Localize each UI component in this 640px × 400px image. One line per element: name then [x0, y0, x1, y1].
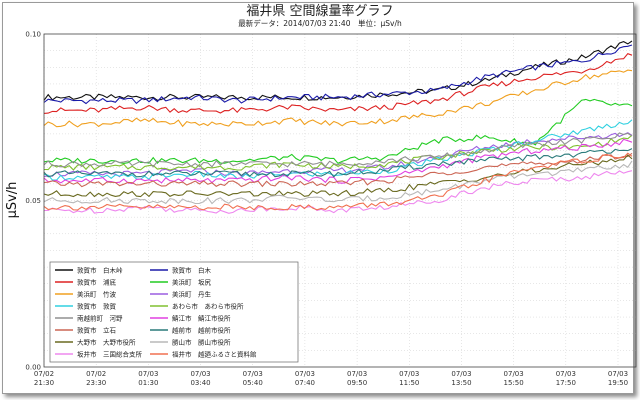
series-line [43, 53, 633, 114]
series-line [43, 134, 633, 171]
y-axis-label: μSv/h [5, 182, 20, 219]
plot-border [43, 33, 637, 368]
legend-entry: 勝山市 勝山市役所 [172, 338, 231, 347]
legend-entry: あわら市 あわら市役所 [172, 302, 244, 311]
legend-entry: 敦賀市 白木 [172, 266, 212, 275]
x-tick-time: 23:30 [86, 379, 106, 387]
legend-entry: 美浜町 竹波 [77, 290, 117, 299]
legend-entry: 坂井市 三国総合支所 [77, 350, 143, 359]
legend-entry: 敦賀市 白木峠 [77, 266, 123, 275]
x-tick-date: 07/03 [504, 370, 524, 378]
x-tick-date: 07/03 [243, 370, 263, 378]
x-tick-time: 17:50 [556, 379, 576, 387]
series-line [43, 138, 633, 185]
legend-entry: 大野市 大野市役所 [77, 338, 136, 347]
legend-entry: 福井市 越廼ふるさと資料館 [172, 350, 257, 359]
y-tick-label: 0.05 [25, 197, 41, 205]
series-line [43, 98, 633, 164]
series-line [43, 160, 633, 205]
series-line [43, 132, 633, 168]
x-tick-time: 07:40 [295, 379, 315, 387]
x-tick-date: 07/03 [190, 370, 210, 378]
legend-entry: 敦賀市 敦賀 [77, 302, 117, 311]
x-tick-time: 01:30 [138, 379, 158, 387]
legend-entry: 美浜町 坂尻 [172, 278, 212, 287]
x-tick-date: 07/03 [138, 370, 158, 378]
legend-entry: 越前市 越前市役所 [172, 326, 231, 335]
axis-ticks: 0.000.050.1007/0221:3007/0223:3007/0301:… [25, 31, 628, 388]
legend-entry: 美浜町 丹生 [172, 290, 212, 299]
series-line [43, 152, 633, 211]
chart-subtitle: 最新データ：2014/07/03 21:40 単位：μSv/h [238, 18, 402, 28]
series-line [43, 40, 633, 101]
legend-entry: 鯖江市 鯖江市役所 [172, 314, 231, 323]
y-tick-label: 0.00 [25, 364, 41, 372]
x-tick-date: 07/03 [399, 370, 419, 378]
series-line [43, 44, 633, 105]
x-tick-date: 07/03 [295, 370, 315, 378]
x-tick-date: 07/02 [34, 370, 54, 378]
x-tick-date: 07/03 [608, 370, 628, 378]
x-tick-time: 03:40 [190, 379, 210, 387]
series-line [44, 170, 633, 214]
x-tick-date: 07/03 [451, 370, 471, 378]
y-tick-label: 0.10 [25, 31, 41, 39]
x-tick-time: 05:40 [243, 379, 263, 387]
x-tick-time: 11:50 [399, 379, 419, 387]
x-tick-time: 15:50 [504, 379, 524, 387]
legend-entry: 南越前町 河野 [77, 314, 123, 323]
series-line [43, 148, 633, 178]
series-line [43, 132, 633, 178]
x-tick-time: 13:50 [451, 379, 471, 387]
series-line [43, 119, 633, 181]
x-tick-time: 19:50 [608, 379, 628, 387]
series-lines [43, 40, 633, 214]
legend-entry: 敦賀市 立石 [77, 326, 117, 335]
series-line [43, 152, 633, 188]
legend-box [49, 261, 299, 363]
x-tick-date: 07/02 [86, 370, 106, 378]
x-tick-time: 21:30 [34, 379, 54, 387]
x-tick-date: 07/03 [556, 370, 576, 378]
x-tick-time: 09:50 [347, 379, 367, 387]
series-line [43, 154, 633, 198]
series-line [43, 69, 633, 128]
legend-entry: 敦賀市 浦底 [77, 278, 117, 287]
x-tick-date: 07/03 [347, 370, 367, 378]
chart-title: 福井県 空間線量率グラフ [246, 3, 393, 19]
